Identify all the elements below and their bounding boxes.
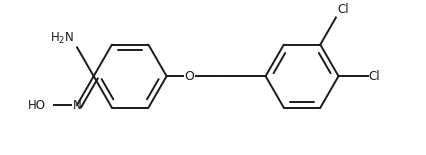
Text: HO: HO bbox=[28, 99, 46, 112]
Text: H$_2$N: H$_2$N bbox=[49, 31, 74, 46]
Text: Cl: Cl bbox=[336, 3, 348, 16]
Text: O: O bbox=[184, 70, 194, 83]
Text: N: N bbox=[72, 99, 81, 112]
Text: Cl: Cl bbox=[368, 70, 380, 83]
